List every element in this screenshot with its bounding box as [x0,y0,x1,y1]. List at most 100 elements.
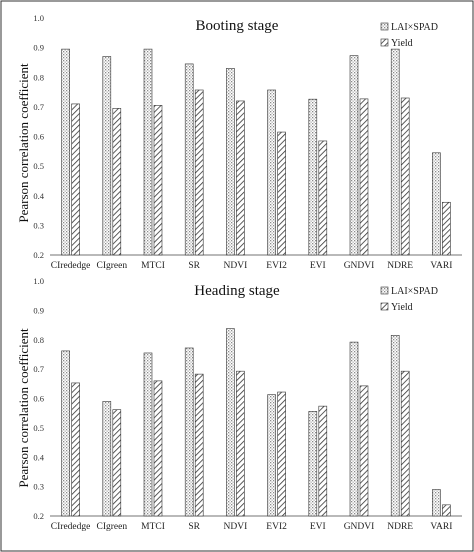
legend-swatch-yield [380,302,389,311]
lai-spad-bar [390,48,400,256]
lai-spad-bar [267,394,276,517]
bars [50,48,462,256]
yield-bar [359,98,369,256]
category-label: SR [188,522,200,532]
y-tick-label: 0.9 [33,305,44,315]
lai-spad-bar [61,48,70,256]
category-label: CIrededge [51,522,91,532]
category-label: NDVI [224,522,248,532]
legend-label-lai-spad: LAI×SPAD [391,286,438,297]
y-tick-label: 0.3 [33,220,44,230]
category-label: GNDVI [344,522,375,532]
yield-bar [318,140,328,256]
lai-spad-bar [349,341,359,517]
bars [50,328,462,517]
y-tick-label: 0.3 [33,482,44,492]
category-label: EVI [310,261,326,271]
yield-bar [71,382,80,517]
yield-bar [318,405,328,517]
y-axis-label: Pearson correlation coefficient [16,328,31,488]
lai-spad-bar [184,347,194,517]
legend-label-yield: Yield [391,302,413,313]
legend-label-lai-spad: LAI×SPAD [391,22,438,33]
y-tick-label: 0.6 [33,132,44,142]
category-label: SR [188,261,200,271]
yield-bar [400,97,410,256]
legend-label-yield: Yield [391,38,413,49]
y-tick-label: 1.0 [33,276,44,286]
category-label: CIrededge [51,261,91,271]
category-label: CIgreen [96,522,127,532]
category-label: EVI [310,522,326,532]
legend-swatch-lai-spad [380,286,389,295]
legend: LAI×SPAD Yield [380,286,438,313]
lai-spad-bar [143,352,153,517]
lai-spad-bar [267,89,276,256]
yield-bar [359,385,369,517]
lai-spad-bar [102,56,112,256]
yield-bar [277,391,286,517]
lai-spad-bar [308,411,318,517]
yield-bar [442,504,451,517]
y-tick-label: 0.8 [33,72,44,82]
category-label: VARI [430,261,452,271]
yield-bar [442,201,451,256]
y-tick-label: 0.9 [33,43,44,53]
lai-spad-bar [102,401,112,517]
lai-spad-bar [184,63,194,256]
y-tick-label: 0.4 [33,452,44,462]
yield-bar [400,370,410,517]
legend: LAI×SPAD Yield [380,22,438,49]
legend-swatch-yield [380,38,389,47]
y-tick-label: 0.4 [33,191,44,201]
lai-spad-bar [432,152,441,256]
yield-bar [236,370,245,517]
category-label: MTCI [141,522,165,532]
category-label: CIgreen [96,261,127,271]
yield-bar [194,373,204,517]
y-tick-label: 0.5 [33,161,44,171]
yield-bar [112,409,122,517]
yield-bar [236,100,245,256]
category-label: EVI2 [266,522,287,532]
lai-spad-bar [308,98,318,256]
category-label: MTCI [141,261,165,271]
legend-swatch-lai-spad [380,22,389,31]
y-tick-label: 0.7 [33,364,44,374]
yield-bar [194,89,204,256]
y-tick-label: 1.0 [33,13,44,23]
y-tick-label: 0.2 [33,250,44,260]
category-label: EVI2 [266,261,287,271]
chart-title: Heading stage [194,283,280,299]
chart-title: Booting stage [196,18,279,34]
heading-stage-chart: Heading stage Pearson correlation coeffi… [16,276,462,532]
y-tick-label: 0.5 [33,423,44,433]
lai-spad-bar [61,350,70,517]
category-labels: CIrededge CIgreen MTCI SR NDVI EVI2 EVI GNDVI ND… [51,261,453,271]
yield-bar [112,108,122,256]
category-label: NDRE [387,522,413,532]
y-tick-label: 0.8 [33,335,44,345]
lai-spad-bar [390,335,400,517]
y-axis-label: Pearson correlation coefficient [16,63,31,223]
category-label: VARI [430,522,452,532]
category-label: GNDVI [344,261,375,271]
lai-spad-bar [226,328,235,517]
yield-bar [277,131,286,256]
y-ticks: 0.2 0.3 0.4 0.5 0.6 0.7 0.8 0.9 1.0 [33,13,44,260]
y-tick-label: 0.6 [33,394,44,404]
yield-bar [71,103,80,256]
lai-spad-bar [432,489,441,517]
y-tick-label: 0.2 [33,511,44,521]
lai-spad-bar [226,68,235,256]
y-ticks: 0.2 0.3 0.4 0.5 0.6 0.7 0.8 0.9 1.0 [33,276,44,521]
category-label: NDRE [387,261,413,271]
lai-spad-bar [143,48,153,256]
y-tick-label: 0.7 [33,102,44,112]
category-labels: CIrededge CIgreen MTCI SR NDVI EVI2 EVI GNDVI ND… [51,522,453,532]
booting-stage-chart: Booting stage Pearson correlation coeffi… [16,13,462,271]
yield-bar [153,380,163,517]
yield-bar [153,105,163,256]
